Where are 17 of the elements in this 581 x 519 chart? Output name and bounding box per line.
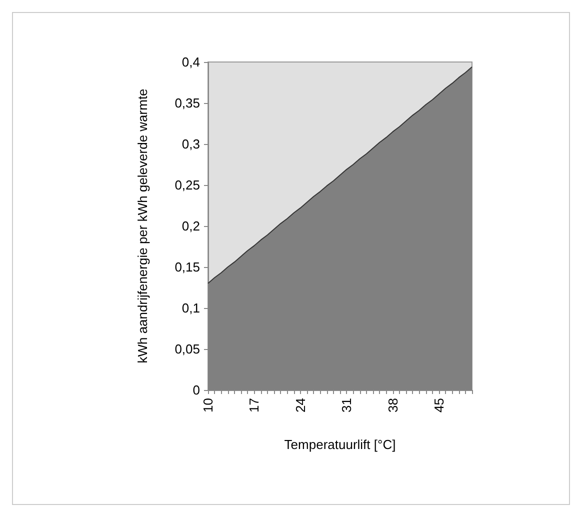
y-tick-label: 0,2 xyxy=(182,218,200,234)
y-tick-label: 0,25 xyxy=(174,178,200,192)
y-tick-label: 0,4 xyxy=(182,54,200,70)
x-tick-label: 45 xyxy=(432,398,446,412)
y-tick-label: 0,35 xyxy=(174,96,200,110)
x-tick-label: 31 xyxy=(339,398,354,412)
y-tick-label: 0 xyxy=(192,382,200,398)
x-tick-label: 17 xyxy=(246,398,262,412)
x-tick-label: 24 xyxy=(292,398,308,412)
y-tick-label: 0,3 xyxy=(182,136,200,152)
y-tick-label: 0,1 xyxy=(182,300,200,316)
x-tick-label: 38 xyxy=(385,398,400,412)
x-axis-title: Temperatuurlift [°C] xyxy=(284,437,396,452)
y-tick-label: 0,15 xyxy=(174,260,200,274)
x-tick-label: 10 xyxy=(200,398,216,412)
y-tick-label: 0,05 xyxy=(174,342,200,356)
y-axis-title: kWh aandrijfenergie per kWh geleverde warmte xyxy=(135,88,150,364)
